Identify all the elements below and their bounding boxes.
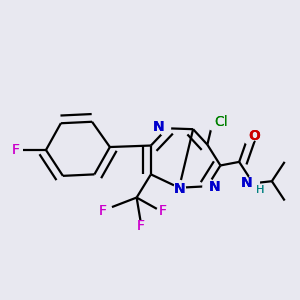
Text: F: F bbox=[12, 143, 20, 157]
Ellipse shape bbox=[174, 181, 185, 197]
Ellipse shape bbox=[248, 175, 260, 191]
Text: Cl: Cl bbox=[214, 115, 227, 129]
Text: N: N bbox=[240, 176, 252, 190]
Text: Cl: Cl bbox=[214, 115, 227, 129]
Text: N: N bbox=[153, 120, 165, 134]
Text: F: F bbox=[99, 204, 107, 218]
Text: F: F bbox=[136, 219, 145, 233]
Text: N: N bbox=[208, 180, 220, 194]
Text: O: O bbox=[249, 129, 261, 143]
Text: F: F bbox=[12, 143, 20, 157]
Text: F: F bbox=[159, 204, 167, 218]
Text: N: N bbox=[174, 182, 185, 196]
Text: F: F bbox=[159, 204, 167, 218]
Ellipse shape bbox=[207, 114, 218, 130]
Text: N: N bbox=[153, 120, 165, 134]
Text: N: N bbox=[174, 182, 185, 196]
Text: F: F bbox=[99, 204, 107, 218]
Ellipse shape bbox=[159, 119, 170, 136]
Text: O: O bbox=[249, 129, 261, 143]
Text: H: H bbox=[256, 185, 264, 195]
Ellipse shape bbox=[203, 179, 214, 195]
Text: N: N bbox=[240, 176, 252, 190]
Ellipse shape bbox=[243, 128, 254, 144]
Text: H: H bbox=[256, 185, 264, 195]
Text: N: N bbox=[208, 180, 220, 194]
Text: F: F bbox=[136, 219, 145, 233]
